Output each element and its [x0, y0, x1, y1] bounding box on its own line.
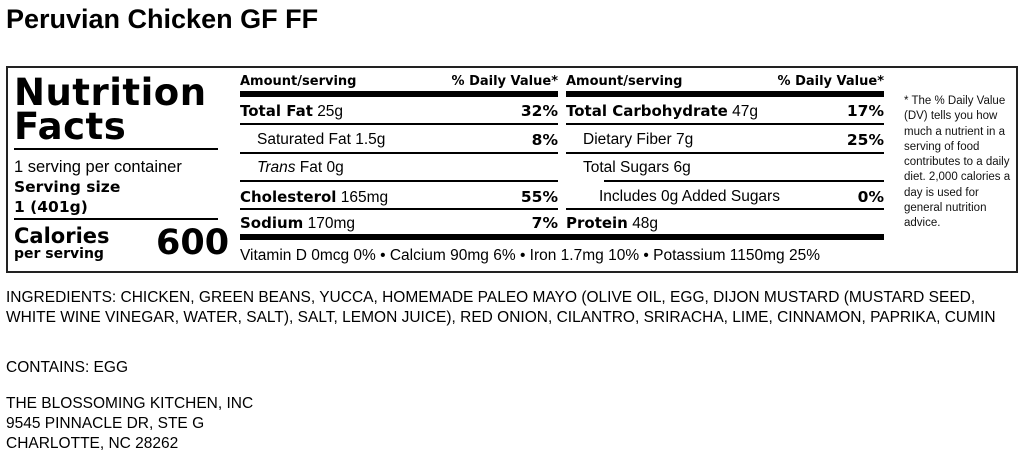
product-title: Peruvian Chicken GF FF [6, 4, 319, 34]
nutrient-amount: 47g [732, 103, 759, 120]
amount-header: Amount/serving [240, 74, 357, 89]
divider [240, 180, 558, 182]
cholesterol-dv: 55% [520, 188, 558, 206]
added-sugars-dv: 0% [857, 188, 884, 206]
servings-per-container: 1 serving per container [14, 158, 182, 176]
serving-size-value: 1 (401g) [14, 198, 88, 216]
dv-header: % Daily Value* [777, 74, 884, 89]
divider [240, 234, 884, 240]
divider [240, 91, 558, 97]
nutrient-amount: 25g [317, 103, 344, 120]
nutrient-amount: 1.5g [355, 131, 386, 148]
added-sugars-row: Includes 0g Added Sugars [599, 188, 780, 205]
nutrient-name: Sodium [240, 214, 304, 232]
dietary-fiber-dv: 25% [846, 131, 884, 149]
dv-header: % Daily Value* [451, 74, 558, 89]
divider [240, 208, 558, 210]
total-fat-row: Total Fat 25g [240, 102, 343, 121]
dietary-fiber-row: Dietary Fiber 7g [583, 131, 693, 149]
nutrient-name: Total Carbohydrate [566, 102, 728, 120]
divider [14, 218, 218, 220]
divider [566, 123, 884, 125]
ingredients: INGREDIENTS: CHICKEN, GREEN BEANS, YUCCA… [6, 289, 996, 326]
nutrient-amount: 6g [673, 159, 691, 176]
cholesterol-row: Cholesterol 165mg [240, 188, 388, 207]
protein-row: Protein 48g [566, 214, 658, 233]
nutrition-facts-label: Nutrition Facts 1 serving per container … [6, 66, 1018, 273]
total-sugars-row: Total Sugars 6g [583, 159, 691, 177]
sodium-row: Sodium 170mg [240, 214, 355, 233]
nutrient-name: Total Sugars [583, 159, 670, 176]
divider [14, 148, 218, 150]
saturated-fat-dv: 8% [531, 131, 558, 149]
nutrient-amount: 7g [676, 131, 694, 148]
calories-sub: per serving [14, 246, 104, 262]
divider [604, 180, 884, 182]
daily-value-footnote: * The % Daily Value (DV) tells you how m… [904, 95, 1011, 230]
nutrition-heading: Nutrition [14, 71, 207, 114]
total-carbohydrate-row: Total Carbohydrate 47g [566, 102, 758, 121]
divider [566, 91, 884, 97]
divider [240, 123, 558, 125]
saturated-fat-row: Saturated Fat 1.5g [257, 131, 385, 149]
serving-size-label: Serving size [14, 178, 121, 196]
nutrient-amount: Fat 0g [299, 159, 344, 176]
calories-value: 600 [156, 223, 230, 263]
calories-label: Calories [14, 224, 110, 248]
nutrient-name: Cholesterol [240, 188, 337, 206]
total-carbohydrate-dv: 17% [846, 102, 884, 120]
nutrient-name: Saturated Fat [257, 131, 351, 148]
allergens: CONTAINS: EGG [6, 359, 129, 376]
nutrient-amount: 165mg [340, 189, 389, 206]
nutrient-name: Dietary Fiber [583, 131, 672, 148]
divider [240, 152, 558, 154]
address-line-1: THE BLOSSOMING KITCHEN, INC [6, 395, 254, 412]
address-line-2: 9545 PINNACLE DR, STE G [6, 415, 205, 432]
nutrient-amount: 48g [632, 215, 659, 232]
divider [566, 152, 884, 154]
facts-heading: Facts [14, 105, 127, 148]
amount-header: Amount/serving [566, 74, 683, 89]
nutrient-name: Protein [566, 214, 628, 232]
nutrient-amount: 170mg [307, 215, 356, 232]
trans-fat-row: Trans Fat 0g [257, 159, 344, 177]
total-fat-dv: 32% [520, 102, 558, 120]
nutrient-name: Total Fat [240, 102, 313, 120]
address-line-3: CHARLOTTE, NC 28262 [6, 435, 179, 452]
sodium-dv: 7% [531, 214, 558, 232]
vitamins-minerals: Vitamin D 0mcg 0% • Calcium 90mg 6% • Ir… [240, 247, 820, 264]
divider [566, 208, 884, 210]
nutrient-name: Trans [257, 159, 296, 176]
